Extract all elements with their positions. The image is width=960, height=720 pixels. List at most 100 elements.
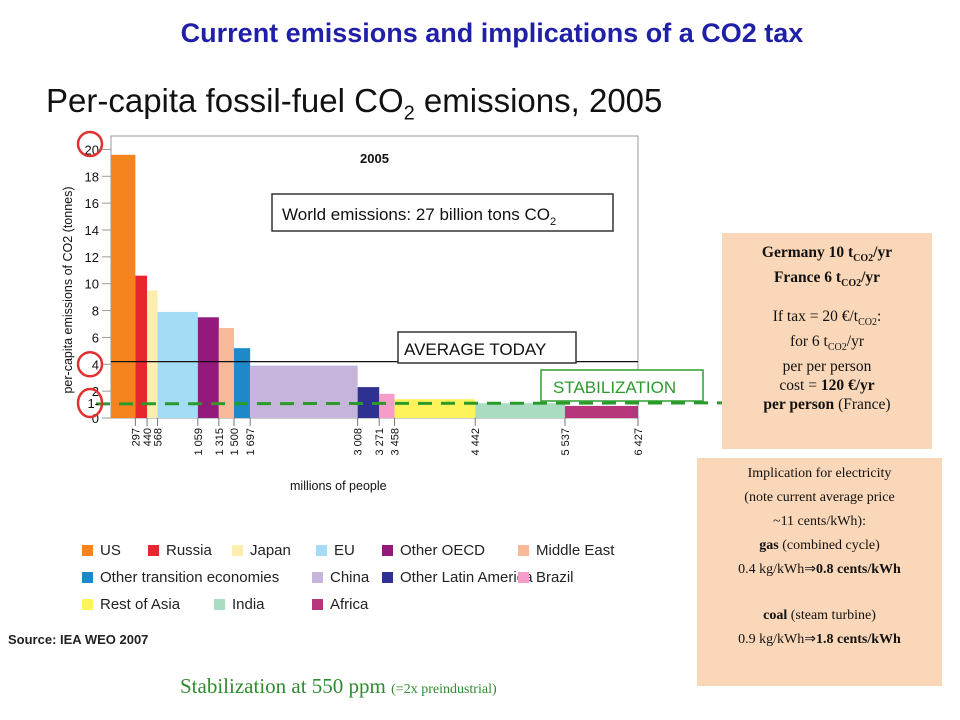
y-tick-label: 8	[92, 304, 99, 319]
y-tick-label: 6	[92, 330, 99, 345]
gas-rate: 0.4 kg/kWh	[738, 562, 805, 577]
cost-value: 120 €/yr	[820, 377, 875, 395]
cost-line: cost = 120 €/yr	[722, 376, 932, 395]
per-line: per per person	[782, 358, 872, 376]
y-tick-label: 0	[92, 411, 99, 426]
legend-swatch	[312, 599, 323, 610]
tax-colon: :	[876, 308, 882, 326]
co2-tax-box: Germany 10 tCO2/yr France 6 tCO2/yr If t…	[722, 233, 932, 449]
x-tick-label: 3 271	[374, 428, 386, 456]
legend-swatch	[82, 572, 93, 583]
x-tick-label: 440	[142, 428, 154, 446]
legend-item-us: US	[82, 542, 121, 559]
for-unit: /yr	[846, 333, 864, 351]
stabilization-note-small: (=2x preindustrial)	[391, 682, 497, 697]
gas-label: gas (combined cycle)	[697, 534, 942, 558]
legend-label: Africa	[330, 596, 369, 613]
bar-brazil	[379, 393, 395, 418]
tax-line: If tax = 20 €/tCO2:	[722, 307, 932, 332]
legend-swatch	[316, 545, 327, 556]
legend-item-russia: Russia	[148, 542, 212, 559]
y-tick-label: 10	[85, 277, 99, 292]
elec-line-3: ~11 cents/kWh):	[773, 514, 866, 529]
x-tick-label: 297	[130, 428, 142, 446]
y-tick-label: 16	[85, 196, 99, 211]
cost-text: cost =	[779, 377, 821, 395]
stabilization-note: Stabilization at 550 ppm (=2x preindustr…	[180, 674, 497, 699]
coal-bold: coal	[763, 608, 788, 623]
bar-africa	[565, 405, 638, 418]
y-axis-label: per-capita emissions of CO2 (tonnes)	[61, 186, 75, 393]
for-line: for 6 tCO2/yr	[722, 332, 932, 357]
x-tick-label: 1 500	[229, 428, 241, 456]
coal-calc: 0.9 kg/kWh⇒1.8 cents/kWh	[697, 628, 942, 652]
legend-swatch	[382, 572, 393, 583]
legend-label: Other Latin America	[400, 569, 533, 586]
bar-japan	[147, 290, 158, 418]
legend-label: India	[232, 596, 265, 613]
bar-middle-east	[218, 328, 234, 418]
france-line: France 6 tCO2/yr	[722, 268, 932, 293]
x-tick-label: 1 059	[193, 428, 205, 456]
legend-item-rest-of-asia: Rest of Asia	[82, 596, 180, 613]
x-tick-label: 6 427	[633, 428, 645, 456]
highlight-circle-1	[76, 387, 104, 419]
gas-calc: 0.4 kg/kWh⇒0.8 cents/kWh	[697, 558, 942, 582]
electricity-box: Implication for electricity (note curren…	[697, 458, 942, 686]
chart-title: Per-capita fossil-fuel CO2 emissions, 20…	[46, 82, 662, 126]
legend-label: Russia	[166, 542, 212, 559]
callout-box	[271, 193, 614, 232]
legend-label: US	[100, 542, 121, 559]
legend-label: Middle East	[536, 542, 615, 559]
legend-swatch	[518, 572, 529, 583]
legend-swatch	[82, 599, 93, 610]
coal-cost: 1.8 cents/kWh	[816, 632, 901, 647]
bar-rest-of-asia	[394, 399, 476, 418]
y-tick-label: 12	[85, 250, 99, 265]
elec-line-1: Implication for electricity	[747, 466, 892, 481]
y-tick-label: 4	[92, 357, 99, 372]
x-tick-label: 568	[153, 428, 165, 446]
legend-item-eu: EU	[316, 542, 355, 559]
france-sub: CO2	[841, 278, 862, 290]
legend-item-japan: Japan	[232, 542, 291, 559]
x-tick-label: 1 697	[245, 428, 257, 456]
stabilization-label: STABILIZATION	[553, 378, 676, 397]
slide-title: Current emissions and implications of a …	[180, 18, 804, 48]
bar-us	[111, 154, 136, 419]
gas-bold: gas	[759, 538, 779, 553]
x-tick-label: 3 008	[353, 428, 365, 456]
bar-russia	[135, 275, 148, 418]
gas-cost: 0.8 cents/kWh	[816, 562, 901, 577]
bar-china	[250, 365, 358, 418]
legend-item-other-oecd: Other OECD	[382, 542, 486, 559]
y-tick-label: 14	[85, 223, 99, 238]
legend-swatch	[312, 572, 323, 583]
legend-label: Other OECD	[400, 542, 486, 559]
bar-eu	[157, 311, 198, 418]
chart-title-tail: emissions, 2005	[414, 82, 663, 119]
bar-other-oecd	[197, 317, 219, 418]
germany-sub: CO2	[853, 253, 874, 265]
legend-item-brazil: Brazil	[518, 569, 574, 586]
legend-item-other-transition-economies: Other transition economies	[82, 569, 279, 586]
stabilization-label-box	[540, 369, 704, 402]
france-unit: /yr	[861, 269, 881, 287]
implies-arrow-icon: ⇒	[804, 632, 817, 647]
legend-label: Brazil	[536, 569, 574, 586]
elec-line-2: (note current average price	[744, 490, 895, 505]
germany-line: Germany 10 tCO2/yr	[722, 243, 932, 268]
inner-title: 2005	[360, 151, 389, 166]
callout-text: World emissions: 27 billion tons CO2	[282, 205, 556, 228]
legend-item-africa: Africa	[312, 596, 369, 613]
legend-swatch	[148, 545, 159, 556]
highlight-circle-4	[76, 351, 104, 378]
tax-text: If tax = 20 €/t	[772, 308, 859, 326]
for-sub: CO2	[827, 342, 847, 354]
tax-sub: CO2	[858, 317, 877, 329]
legend-item-other-latin-america: Other Latin America	[382, 569, 533, 586]
x-tick-label: 3 458	[390, 428, 402, 456]
average-label: AVERAGE TODAY	[404, 340, 546, 359]
france-text: France 6 t	[773, 269, 842, 287]
